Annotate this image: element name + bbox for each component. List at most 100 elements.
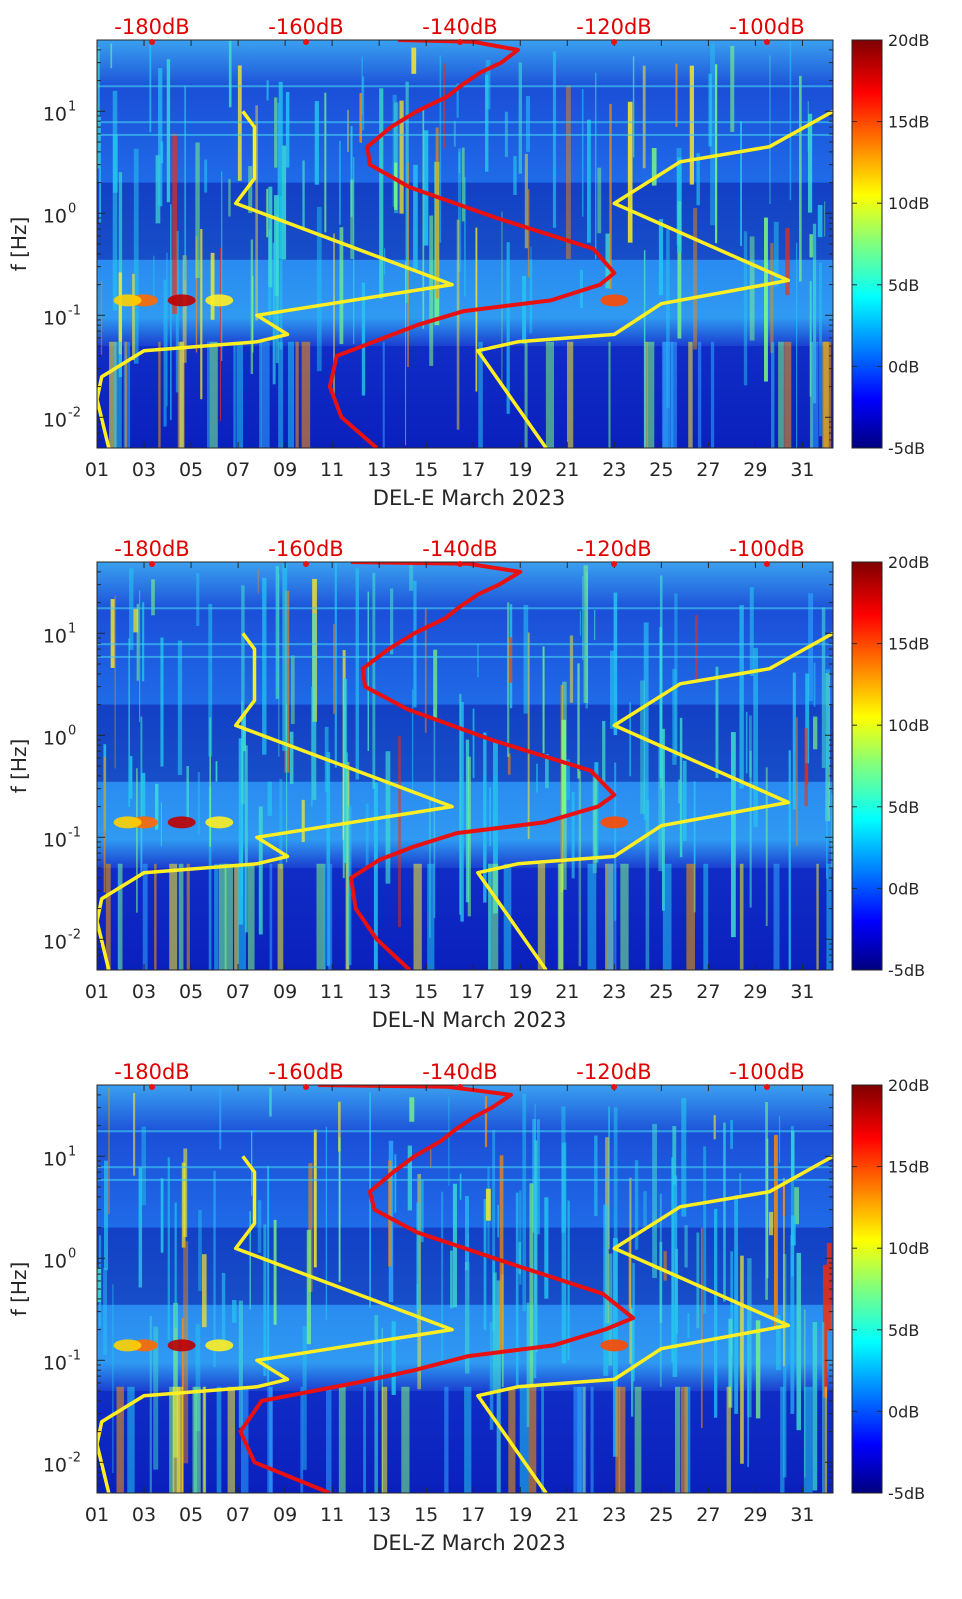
streak [693, 781, 696, 913]
streak [796, 717, 798, 847]
microseism-column [739, 863, 744, 970]
streak [594, 762, 599, 863]
streak [518, 62, 523, 174]
streak [220, 247, 222, 421]
streak [519, 1190, 522, 1285]
streak [435, 127, 439, 299]
streak [314, 101, 319, 185]
streak [542, 646, 545, 754]
streak [643, 250, 646, 448]
streak [160, 802, 162, 847]
streak [796, 242, 798, 448]
hotspot [113, 816, 142, 829]
microseism-column [647, 341, 655, 448]
station-median-line [327, 40, 617, 448]
microseism-column [488, 863, 492, 970]
streak [812, 1322, 818, 1491]
microseism-column [295, 341, 299, 448]
streak [195, 142, 200, 279]
x-tick-label: 01 [85, 459, 109, 481]
streak [749, 750, 752, 908]
streak [740, 1255, 744, 1464]
high-noise-model-line [97, 632, 454, 970]
streak [678, 779, 681, 804]
y-axis-label: f [Hz] [7, 1262, 31, 1317]
tone-line [97, 1166, 833, 1169]
streak [221, 171, 223, 361]
y-tick-label: 10 [43, 409, 67, 431]
streak [394, 1154, 397, 1213]
microseism-column [780, 1386, 785, 1493]
streak [464, 1262, 470, 1374]
streak [372, 572, 376, 789]
microseism-column [277, 863, 284, 970]
top-db-label: -100dB [729, 15, 804, 39]
streak [103, 1267, 108, 1355]
high-noise-model-line [97, 1155, 454, 1493]
y-tick-label: 10 [43, 1250, 67, 1272]
streak [529, 259, 533, 334]
streak [347, 109, 349, 152]
streak [208, 787, 212, 970]
tone-line [97, 655, 833, 658]
streak [399, 100, 404, 214]
streak [782, 1181, 785, 1216]
microseism-column [118, 863, 123, 970]
streak [257, 1200, 262, 1253]
microseism-column [590, 1386, 594, 1493]
streak [592, 776, 597, 874]
streak [310, 686, 313, 807]
streak [334, 562, 337, 768]
x-tick-label: 27 [696, 459, 720, 481]
streak [110, 599, 115, 668]
microseism-column [491, 863, 499, 970]
streak [730, 1120, 734, 1149]
microseism-column [662, 863, 672, 970]
streak [439, 55, 442, 243]
top-db-marker [303, 561, 309, 567]
microseism-column [338, 1386, 346, 1493]
streak [274, 97, 278, 168]
colorbar-label: 20dB [888, 31, 930, 50]
hotspot [205, 294, 234, 307]
y-axis-label: f [Hz] [7, 217, 31, 272]
streak [450, 1250, 453, 1309]
streak [472, 708, 475, 779]
station-median-line [349, 562, 617, 970]
streak [153, 1326, 159, 1470]
streak [241, 585, 245, 805]
x-tick-label: 25 [649, 981, 673, 1003]
hotspot [167, 816, 196, 829]
x-tick-label: 27 [696, 981, 720, 1003]
streak [577, 663, 580, 779]
streak [110, 43, 113, 69]
streak [238, 738, 244, 925]
streak [132, 273, 135, 361]
tone-line [97, 133, 833, 136]
streak [807, 113, 813, 213]
x-tick-label: 25 [649, 459, 673, 481]
streak [251, 1130, 253, 1196]
streak [186, 766, 189, 827]
streak [457, 148, 462, 272]
streak [99, 116, 101, 224]
y-tick-label: 10 [43, 625, 67, 647]
top-db-marker [303, 39, 309, 45]
streak [302, 160, 305, 228]
streak [513, 156, 517, 195]
x-tick-label: 07 [226, 459, 250, 481]
streak [747, 1258, 752, 1418]
microseism-column [778, 341, 784, 448]
streak [379, 88, 384, 299]
streak [728, 1318, 733, 1408]
streak [582, 576, 584, 661]
colorbar-label: 10dB [888, 716, 930, 735]
streak [97, 47, 100, 169]
microseism-column [218, 863, 227, 970]
streak [610, 650, 614, 729]
microseism-column [114, 341, 122, 448]
streak [507, 602, 510, 757]
colorbar-label: 15dB [888, 635, 930, 654]
streak [671, 1157, 674, 1362]
